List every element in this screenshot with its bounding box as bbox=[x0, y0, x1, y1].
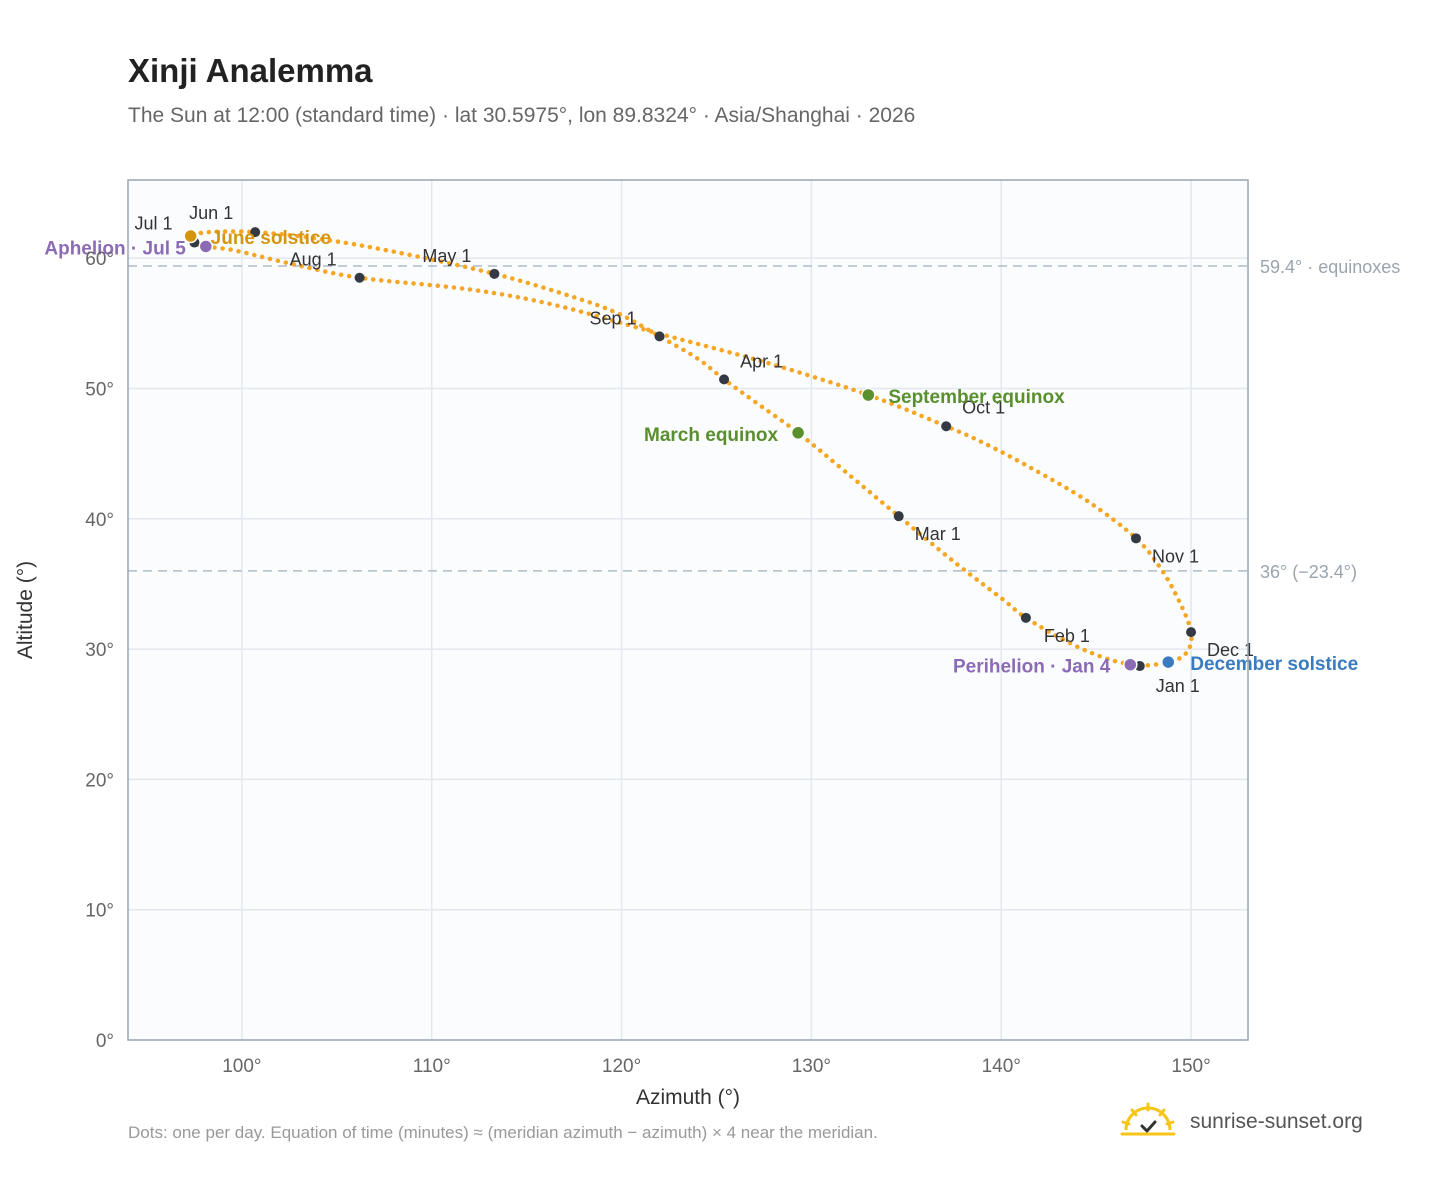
month-marker-label: Oct 1 bbox=[962, 397, 1005, 417]
month-marker-label: Jul 1 bbox=[134, 214, 172, 234]
y-tick-label: 10° bbox=[85, 901, 114, 922]
month-marker-label: Sep 1 bbox=[590, 308, 637, 328]
grid-lines-x bbox=[241, 180, 1192, 1040]
key-events: June solstice December solstice March equi… bbox=[44, 228, 1358, 678]
y-axis-ticks: 0° 10° 20° 30° 40° 50° 60° bbox=[85, 249, 114, 1052]
y-tick-label: 50° bbox=[85, 379, 114, 400]
x-tick-label: 110° bbox=[413, 1056, 451, 1077]
page-title: Xinji Analemma bbox=[128, 52, 373, 89]
key-event-label: June solstice bbox=[211, 228, 331, 249]
month-marker-label: May 1 bbox=[422, 246, 471, 266]
reference-line-label: 59.4° · equinoxes bbox=[1260, 257, 1400, 277]
month-marker-label: Nov 1 bbox=[1152, 546, 1199, 566]
month-marker-dot bbox=[354, 272, 365, 283]
key-event-label: March equinox bbox=[644, 425, 779, 446]
month-marker-label: Jun 1 bbox=[189, 203, 233, 223]
month-marker-label: Aug 1 bbox=[290, 250, 337, 270]
analemma-path bbox=[187, 229, 1194, 669]
y-tick-label: 60° bbox=[85, 249, 114, 270]
key-event-label: Perihelion · Jan 4 bbox=[953, 657, 1111, 678]
y-tick-label: 0° bbox=[96, 1031, 114, 1052]
page-subtitle: The Sun at 12:00 (standard time) · lat 3… bbox=[128, 104, 916, 127]
month-marker-dot bbox=[250, 227, 261, 238]
month-marker-dot bbox=[1131, 533, 1141, 544]
month-marker-dot bbox=[719, 374, 730, 385]
key-event-label: December solstice bbox=[1190, 654, 1358, 675]
month-marker-label: Mar 1 bbox=[915, 524, 961, 544]
plot-frame bbox=[127, 179, 1249, 1041]
month-marker-label: Apr 1 bbox=[740, 351, 783, 371]
key-event-dot bbox=[861, 387, 876, 403]
key-event-dot bbox=[790, 425, 806, 441]
x-tick-label: 100° bbox=[222, 1056, 261, 1077]
x-tick-label: 120° bbox=[602, 1056, 641, 1077]
key-event-dot bbox=[183, 228, 198, 244]
month-markers: Jan 1 Feb 1 Mar 1 Apr 1 May 1 Jun 1 Jul 1 Aug 1… bbox=[134, 203, 1254, 696]
brand[interactable]: sunrise-sunset.org bbox=[1120, 1102, 1363, 1142]
month-marker-label: Dec 1 bbox=[1207, 640, 1254, 660]
key-event-label: Aphelion · Jul 5 bbox=[44, 238, 186, 259]
y-tick-label: 30° bbox=[85, 640, 114, 661]
key-event-dot bbox=[1123, 657, 1138, 672]
x-tick-label: 150° bbox=[1171, 1056, 1210, 1077]
analemma-curve bbox=[187, 229, 1194, 669]
y-tick-label: 20° bbox=[85, 770, 114, 791]
x-axis-label: Azimuth (°) bbox=[636, 1086, 740, 1109]
x-axis-ticks: 100° 110° 120° 130° 140° 150° bbox=[222, 1056, 1210, 1077]
key-event-dot bbox=[1161, 654, 1176, 670]
month-marker-dot bbox=[893, 511, 904, 522]
sun-logo-icon bbox=[1120, 1102, 1176, 1136]
reference-lines: 59.4° · equinoxes 36° (−23.4°) bbox=[128, 257, 1400, 582]
key-event-label: September equinox bbox=[888, 387, 1065, 408]
month-marker-dot bbox=[1020, 612, 1031, 623]
key-event-dot bbox=[198, 239, 214, 254]
month-marker-label: Jan 1 bbox=[1156, 676, 1200, 696]
month-marker-dot bbox=[654, 331, 665, 342]
month-marker-label: Feb 1 bbox=[1044, 626, 1090, 646]
reference-line-label: 36° (−23.4°) bbox=[1260, 562, 1357, 582]
month-marker-dot bbox=[489, 268, 500, 279]
x-tick-label: 130° bbox=[792, 1056, 831, 1077]
x-tick-label: 140° bbox=[982, 1056, 1021, 1077]
y-tick-label: 40° bbox=[85, 510, 114, 531]
footnote: Dots: one per day. Equation of time (min… bbox=[128, 1123, 878, 1142]
brand-link[interactable]: sunrise-sunset.org bbox=[1190, 1110, 1363, 1133]
month-marker-dot bbox=[941, 421, 952, 432]
month-marker-dot bbox=[1186, 627, 1197, 638]
plot-background bbox=[128, 180, 1248, 1040]
y-axis-label: Altitude (°) bbox=[14, 561, 37, 659]
